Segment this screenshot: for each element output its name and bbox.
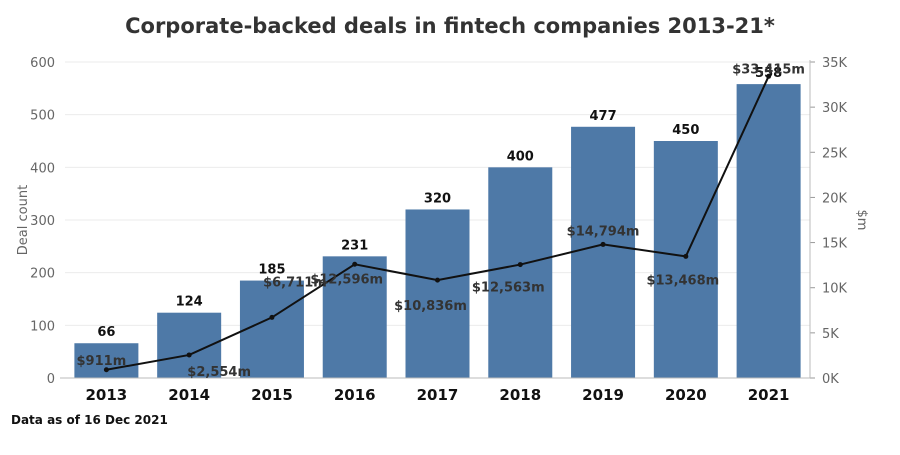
line-value-label: $33,415m (732, 62, 805, 77)
bar-value-label: 320 (424, 191, 451, 206)
x-tick-label: 2016 (334, 386, 376, 404)
bar-value-label: 124 (176, 295, 203, 310)
line-value-label: $6,711m (263, 275, 327, 290)
line-point (517, 262, 523, 268)
bar (653, 141, 718, 378)
y2-tick-label: 35K (822, 56, 848, 71)
y-tick-label: 600 (30, 56, 55, 71)
x-tick-label: 2020 (665, 386, 707, 404)
x-tick-label: 2019 (582, 386, 624, 404)
line-value-label: $14,794m (567, 224, 640, 239)
x-tick-label: 2015 (251, 386, 293, 404)
x-tick-label: 2021 (748, 386, 790, 404)
y-axis-title: Deal count (16, 185, 31, 255)
y-tick-label: 300 (30, 214, 55, 229)
bar-value-label: 558 (755, 66, 782, 81)
y2-tick-label: 20K (822, 191, 848, 206)
line-point (352, 261, 358, 267)
bar-value-label: 477 (589, 109, 616, 124)
bar (239, 280, 304, 378)
line-point (766, 73, 772, 79)
y-tick-label: 100 (30, 319, 55, 334)
line-point (683, 253, 689, 259)
line-point (103, 367, 109, 373)
chart-title: Corporate-backed deals in fintech compan… (125, 14, 775, 38)
y2-tick-label: 0K (822, 372, 839, 387)
bar (488, 167, 553, 378)
x-tick-label: 2014 (168, 386, 210, 404)
y2-tick-label: 15K (822, 237, 848, 252)
x-tick-label: 2013 (86, 386, 128, 404)
line-point (600, 241, 606, 247)
bar (322, 256, 387, 378)
y-tick-label: 400 (30, 161, 55, 176)
line-value-label: $2,554m (187, 365, 251, 380)
y-tick-label: 500 (30, 109, 55, 124)
line-point (269, 314, 275, 320)
bar (736, 84, 801, 379)
chart: 0 100 200 300 400 500 600 0K 5K 10K 15K 20K 25K 30K 35… (16, 56, 869, 404)
x-tick-label: 2018 (499, 386, 541, 404)
y2-tick-label: 30K (822, 101, 848, 116)
bar-value-label: 66 (97, 325, 115, 340)
bar (405, 209, 470, 378)
line-point (186, 352, 192, 358)
line-value-label: $911m (77, 354, 127, 369)
bar-value-label: 450 (672, 123, 699, 138)
line-value-label: $10,836m (394, 299, 467, 314)
line-value-label: $12,596m (310, 272, 383, 287)
y-tick-label: 0 (47, 372, 55, 387)
bar-value-label: 231 (341, 238, 368, 253)
line-point (435, 277, 440, 283)
x-tick-label: 2017 (417, 386, 459, 404)
bar (571, 126, 636, 378)
y2-tick-label: 10K (822, 282, 848, 297)
y-tick-label: 200 (30, 267, 55, 282)
y2-tick-label: 5K (822, 327, 839, 342)
bar-value-label: 185 (258, 263, 285, 278)
y2-axis-title: $m (854, 210, 869, 231)
line-value-label: $12,563m (472, 281, 545, 296)
line-value-label: $13,468m (646, 273, 719, 288)
y2-tick-label: 25K (822, 146, 848, 161)
bar-value-label: 400 (507, 149, 534, 164)
footnote: Data as of 16 Dec 2021 (11, 413, 168, 427)
